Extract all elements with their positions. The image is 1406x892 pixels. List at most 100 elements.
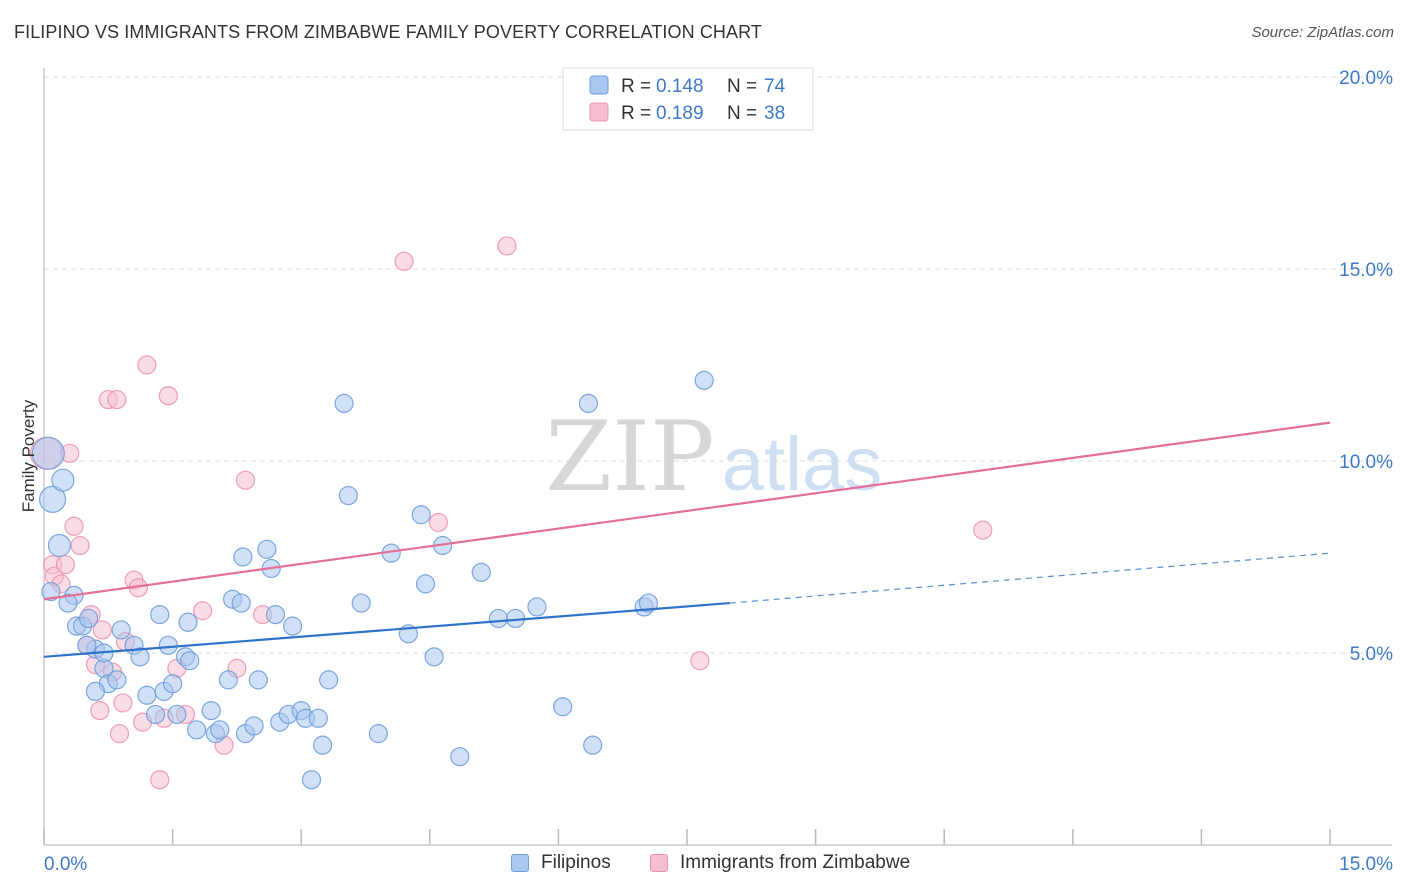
legend-swatch-zimbabwe [650, 854, 668, 872]
filipino-trend-extension [729, 552, 1331, 604]
filipino-point [553, 697, 573, 717]
filipino-point [158, 635, 178, 655]
filipino-point [527, 597, 547, 617]
filipino-point [163, 674, 183, 694]
zimbabwe-trend-line [43, 421, 1331, 601]
filipino-point [145, 704, 166, 725]
filipino-point [301, 770, 322, 790]
filipino-point [283, 616, 303, 636]
filipino-point [231, 593, 251, 613]
filipino-point [265, 604, 286, 625]
filipino-point [233, 547, 253, 567]
filipino-point [308, 708, 328, 728]
filipino-point [257, 539, 277, 559]
filipino-point [450, 747, 470, 767]
data-points [29, 236, 993, 790]
legend-label-zimbabwe: Immigrants from Zimbabwe [680, 852, 911, 873]
filipino-point [137, 685, 157, 705]
zimbabwe-point [158, 386, 178, 406]
y-tick-label: 10.0% [1339, 452, 1393, 473]
filipino-point [244, 716, 264, 736]
filipino-point [77, 635, 97, 655]
filipino-point [334, 393, 354, 413]
legend-r-value-zimbabwe: 0.189 [656, 103, 704, 124]
source-label: Source: ZipAtlas.com [1251, 24, 1394, 41]
filipino-point [488, 608, 508, 629]
legend-r-label-zimbabwe: R = [621, 103, 651, 124]
y-axis-label: Family Poverty [19, 399, 38, 512]
zimbabwe-point [394, 251, 414, 271]
legend-label-filipinos: Filipinos [541, 852, 611, 873]
zimbabwe-point [109, 724, 130, 744]
watermark-zip: ZIP [545, 401, 714, 513]
zimbabwe-point [497, 236, 517, 256]
filipino-point [130, 647, 150, 667]
zimbabwe-point [193, 601, 213, 621]
filipino-point [150, 604, 170, 625]
legend-n-label-zimbabwe: N = [727, 103, 757, 124]
x-tick-label-min: 0.0% [44, 854, 87, 875]
legend-bottom: Filipinos Immigrants from Zimbabwe [0, 850, 1406, 880]
chart-title: FILIPINO VS IMMIGRANTS FROM ZIMBABWE FAM… [14, 22, 763, 42]
zimbabwe-point [55, 555, 76, 575]
gridlines [44, 76, 1392, 654]
legend-n-label-filipinos: N = [727, 76, 757, 97]
filipino-point [201, 700, 221, 721]
zimbabwe-point [70, 535, 90, 556]
x-tick-label-max: 15.0% [1339, 854, 1393, 875]
y-tick-label: 5.0% [1350, 644, 1393, 665]
filipino-point [31, 436, 65, 470]
filipino-point [187, 720, 207, 740]
legend-n-value-zimbabwe: 38 [764, 103, 785, 124]
zimbabwe-point [690, 651, 710, 671]
filipino-point [319, 670, 339, 690]
filipino-point [411, 505, 431, 525]
legend-item-filipinos[interactable]: Filipinos [511, 852, 611, 874]
filipino-point [638, 593, 659, 613]
filipino-point [167, 704, 187, 725]
legend-swatch-zimbabwe [589, 102, 609, 122]
filipino-point [85, 681, 106, 702]
legend-r-value-filipinos: 0.148 [656, 76, 704, 97]
zimbabwe-point [150, 770, 170, 790]
tick-labels: 5.0% 10.0% 15.0% 20.0% 0.0% 15.0% [44, 68, 1393, 875]
filipino-point [578, 393, 599, 413]
y-tick-label: 15.0% [1339, 260, 1393, 281]
filipino-point [694, 370, 714, 390]
filipino-point [111, 620, 131, 640]
filipino-trend-line [43, 601, 730, 658]
filipino-point [338, 485, 358, 506]
legend-top: R = 0.148 N = 74 R = 0.189 N = 38 [562, 67, 814, 131]
legend-item-zimbabwe[interactable]: Immigrants from Zimbabwe [650, 852, 910, 874]
filipino-point [368, 724, 388, 744]
zimbabwe-point [113, 693, 133, 713]
zimbabwe-point [92, 620, 112, 640]
trend-lines [43, 421, 1331, 658]
watermark-atlas: atlas [722, 422, 883, 507]
filipino-point [313, 735, 333, 755]
filipino-point [248, 670, 268, 690]
zimbabwe-point [107, 389, 127, 410]
zimbabwe-point [64, 516, 84, 536]
zimbabwe-point [235, 470, 256, 490]
filipino-point [58, 593, 78, 613]
filipino-point [471, 562, 491, 582]
filipino-point [78, 608, 99, 629]
filipino-point [178, 612, 198, 632]
legend-swatch-filipinos [511, 854, 529, 872]
y-tick-label: 20.0% [1339, 68, 1393, 89]
zimbabwe-point [137, 355, 157, 375]
filipino-point [218, 670, 238, 690]
zimbabwe-point [90, 700, 110, 721]
filipino-point [38, 485, 67, 513]
filipino-point [107, 670, 127, 690]
filipino-point [51, 468, 75, 492]
filipino-point [583, 735, 603, 755]
legend-swatch-filipinos [589, 75, 609, 95]
filipino-point [424, 647, 444, 667]
filipino-point [415, 574, 436, 594]
filipino-point [351, 593, 371, 613]
filipino-point [41, 581, 61, 602]
legend-n-value-filipinos: 74 [764, 76, 786, 97]
